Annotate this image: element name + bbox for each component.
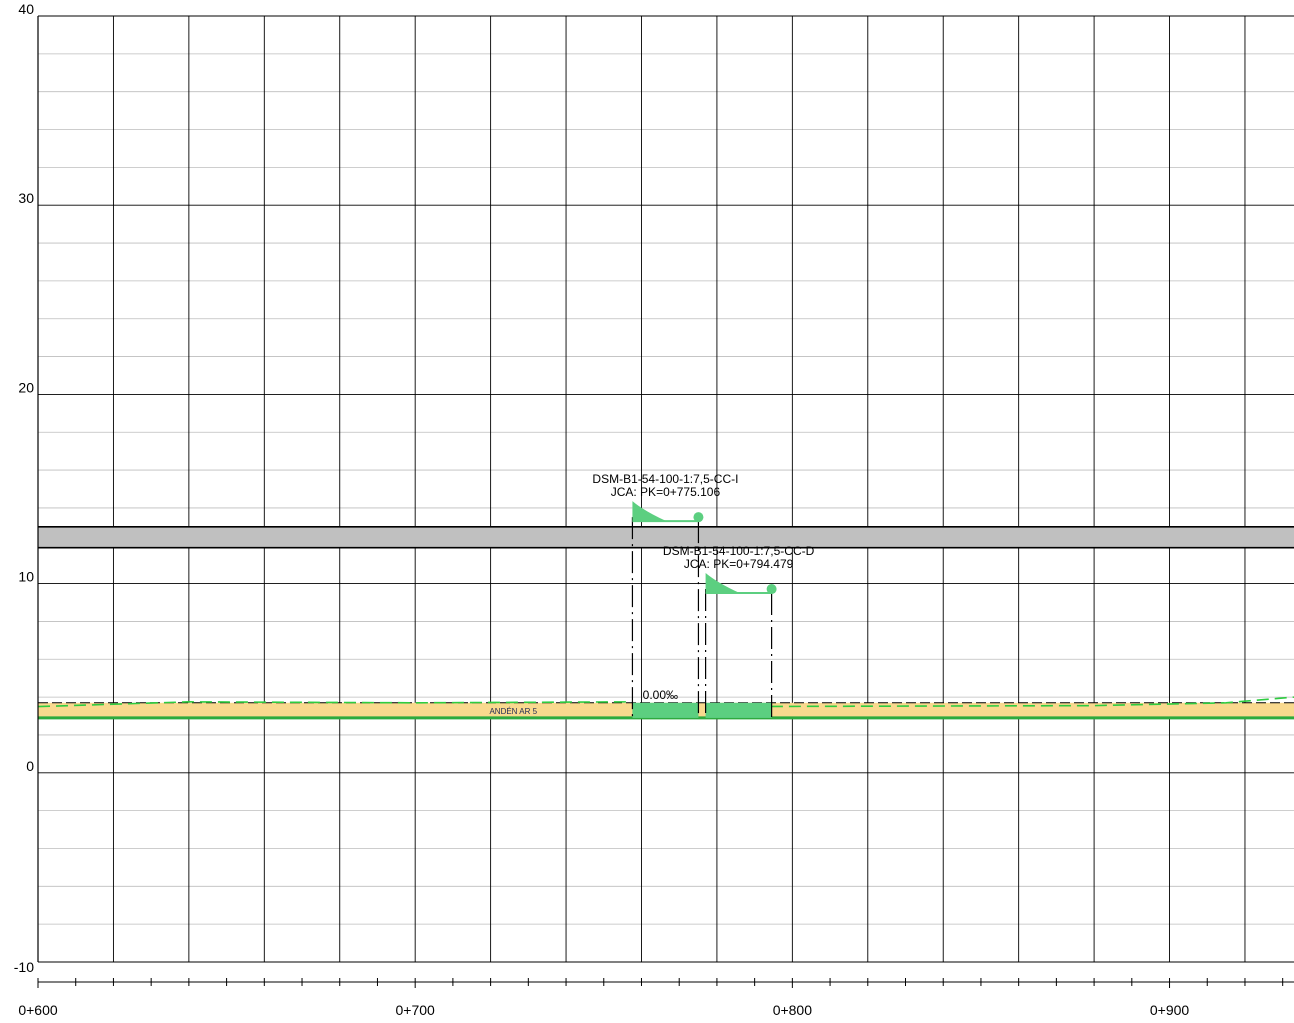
y-tick-label: 40 [18, 1, 34, 17]
y-tick-label: 0 [26, 758, 34, 774]
structure-band [38, 526, 1294, 548]
y-tick-label: 10 [18, 569, 34, 585]
y-tick-label: 20 [18, 379, 34, 395]
switch-name-label: DSM-B1-54-100-1:7,5-CC-I [592, 472, 738, 486]
slope-label: 0.00‰ [643, 688, 678, 702]
structure-band-layer [38, 526, 1294, 549]
switch-name-label: DSM-B1-54-100-1:7,5-CC-D [663, 544, 815, 558]
switch-end-dot [766, 584, 777, 595]
switch-flag [632, 501, 667, 522]
x-tick-label: 0+700 [396, 1002, 436, 1018]
axis-layer: 40 30 20 10 0 -10 0+600 0+700 0+800 0+900 [14, 1, 1294, 1018]
switch-end-dot [693, 512, 704, 523]
switch-track-segment [705, 702, 772, 718]
y-tick-label: -10 [14, 959, 34, 975]
x-tick-label: 0+900 [1150, 1002, 1190, 1018]
switch-flag [705, 573, 740, 594]
x-tick-label: 0+600 [18, 1002, 58, 1018]
switch-pk-label: JCA: PK=0+794.479 [684, 557, 794, 571]
grid [38, 15, 1294, 963]
switch-track-segment [632, 702, 699, 718]
x-tick-label: 0+800 [773, 1002, 813, 1018]
switch-pk-label: JCA: PK=0+775.106 [611, 485, 721, 499]
y-tick-label: 30 [18, 190, 34, 206]
terrain-line [37, 696, 1294, 708]
platform-label: ANDÉN AR 5 [489, 707, 537, 716]
